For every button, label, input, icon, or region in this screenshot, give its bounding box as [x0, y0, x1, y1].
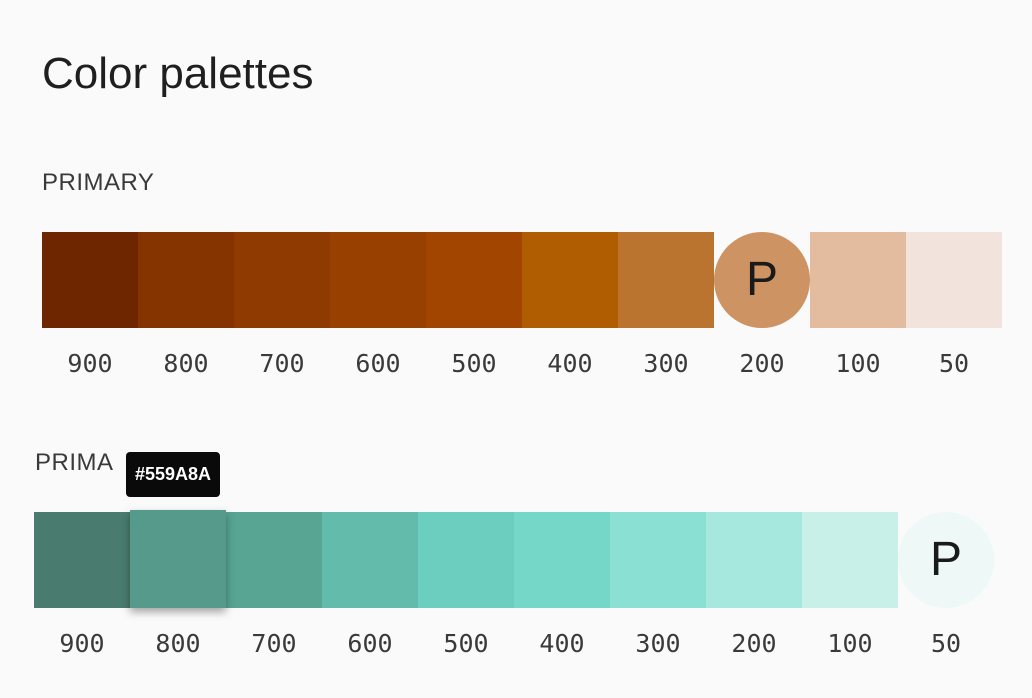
shade-label-600: 600	[347, 629, 393, 658]
shade-label-50: 50	[938, 349, 970, 378]
shade-label-200: 200	[739, 349, 785, 378]
shade-label-600: 600	[355, 349, 401, 378]
color-swatch-100[interactable]	[802, 512, 898, 608]
color-swatch-600[interactable]	[330, 232, 426, 328]
color-swatch-800[interactable]	[130, 510, 226, 608]
palette-primary-shade-labels: 900 800 700 600 500 400 300 200 100 50	[42, 348, 1002, 380]
color-swatch-300[interactable]	[618, 232, 714, 328]
palette-secondary-swatches: P	[34, 510, 994, 608]
shade-label-700: 700	[251, 629, 297, 658]
shade-label-800: 800	[155, 629, 201, 658]
color-swatch-800[interactable]	[138, 232, 234, 328]
color-swatch-700[interactable]	[234, 232, 330, 328]
palette-label-secondary: PRIMA	[35, 449, 114, 476]
shade-label-900: 900	[59, 629, 105, 658]
shade-label-400: 400	[539, 629, 585, 658]
shade-label-200: 200	[731, 629, 777, 658]
color-swatch-50[interactable]: P	[898, 512, 994, 608]
color-swatch-50[interactable]	[906, 232, 1002, 328]
color-swatch-400[interactable]	[514, 512, 610, 608]
shade-label-500: 500	[443, 629, 489, 658]
shade-label-500: 500	[451, 349, 497, 378]
shade-label-100: 100	[835, 349, 881, 378]
shade-label-100: 100	[827, 629, 873, 658]
color-swatch-300[interactable]	[610, 512, 706, 608]
color-swatch-200[interactable]: P	[714, 232, 810, 328]
palette-primary-swatches: P	[42, 232, 1002, 328]
shade-label-50: 50	[930, 629, 962, 658]
color-swatch-600[interactable]	[322, 512, 418, 608]
shade-label-300: 300	[643, 349, 689, 378]
color-swatch-400[interactable]	[522, 232, 618, 328]
palette-label-primary: PRIMARY	[42, 169, 155, 196]
shade-label-900: 900	[67, 349, 113, 378]
selected-shade-mark: P	[929, 533, 962, 586]
page-title: Color palettes	[42, 49, 314, 98]
color-swatch-100[interactable]	[810, 232, 906, 328]
color-swatch-200[interactable]	[706, 512, 802, 608]
palette-secondary-shade-labels: 900 800 700 600 500 400 300 200 100 50	[34, 628, 994, 660]
color-hex-tooltip: #559A8A	[126, 452, 221, 497]
shade-label-800: 800	[163, 349, 209, 378]
color-swatch-500[interactable]	[418, 512, 514, 608]
shade-label-700: 700	[259, 349, 305, 378]
shade-label-400: 400	[547, 349, 593, 378]
selected-shade-mark: P	[745, 253, 778, 306]
color-swatch-900[interactable]	[34, 512, 130, 608]
color-swatch-700[interactable]	[226, 512, 322, 608]
color-swatch-500[interactable]	[426, 232, 522, 328]
shade-label-300: 300	[635, 629, 681, 658]
color-swatch-900[interactable]	[42, 232, 138, 328]
